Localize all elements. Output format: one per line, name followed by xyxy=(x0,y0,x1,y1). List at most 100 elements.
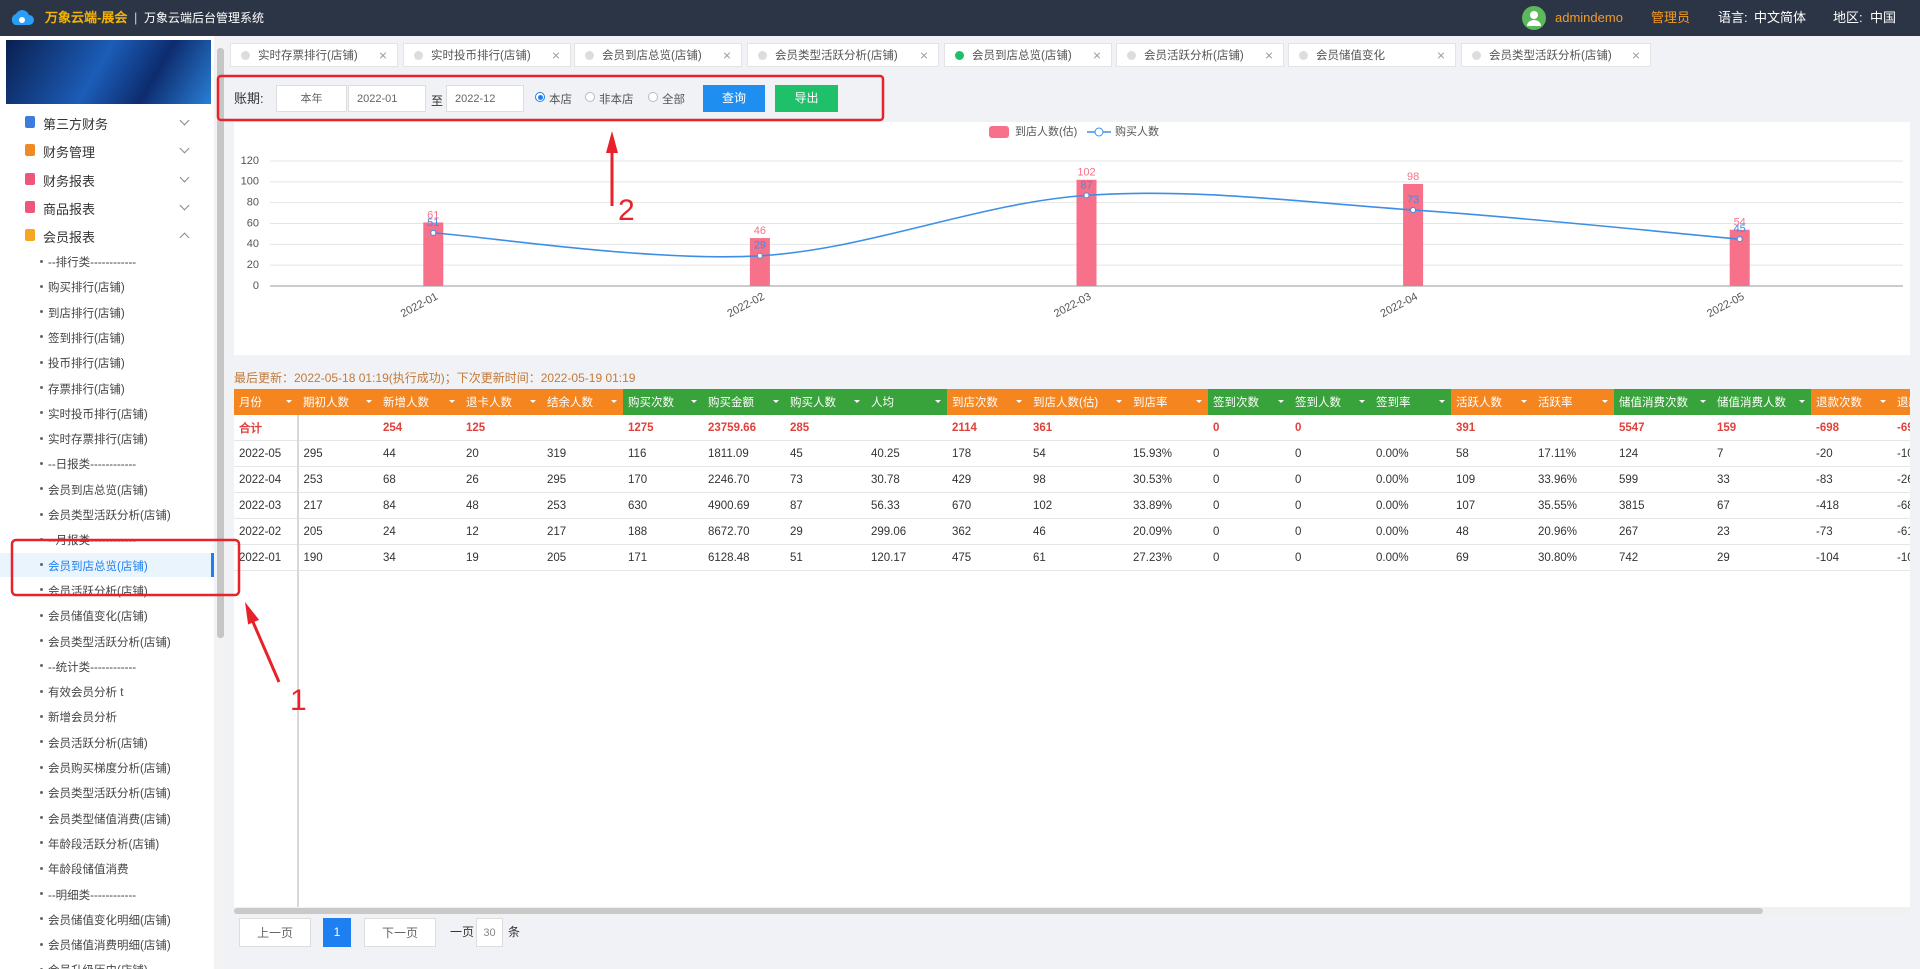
menu-item[interactable]: 投币排行(店铺) xyxy=(48,358,125,371)
menu-item[interactable]: 会员升级历史(店铺) xyxy=(48,962,148,969)
column-header[interactable]: 购买次数 xyxy=(623,389,703,415)
role[interactable]: 管理员 xyxy=(1651,10,1691,25)
tab-label[interactable]: 会员类型活跃分析(店铺) xyxy=(775,50,898,62)
tab-label[interactable]: 会员活跃分析(店铺) xyxy=(1144,50,1244,62)
per-page-input[interactable]: 30 xyxy=(476,918,503,947)
chevron[interactable] xyxy=(179,172,190,183)
menu-group[interactable]: 会员报表 xyxy=(43,230,96,246)
menu-item[interactable]: --排行类------------ xyxy=(48,257,137,269)
end-date[interactable]: 2022-12 xyxy=(446,85,524,112)
chevron[interactable] xyxy=(179,143,190,154)
column-header[interactable]: 购买金额 xyxy=(703,389,785,415)
menu-item[interactable]: 会员活跃分析(店铺) xyxy=(48,737,148,750)
period-select[interactable]: 本年 xyxy=(276,85,347,112)
radio-label[interactable]: 非本店 xyxy=(599,94,634,106)
tab[interactable]: 实时存票排行(店铺) xyxy=(230,43,398,67)
column-header[interactable]: 人均 xyxy=(866,389,947,415)
column-header[interactable]: 活跃率 xyxy=(1533,389,1614,415)
column-header[interactable]: 签到次数 xyxy=(1208,389,1290,415)
menu-item[interactable]: 会员类型储值消费(店铺) xyxy=(48,813,171,826)
menu-item[interactable]: --月报类------------ xyxy=(48,535,137,548)
current-page[interactable]: 1 xyxy=(323,918,351,947)
column-header[interactable]: 期初人数 xyxy=(298,389,378,415)
tab-label[interactable]: 会员类型活跃分析(店铺) xyxy=(1489,50,1612,62)
menu-item[interactable]: 会员类型活跃分析(店铺) xyxy=(48,510,171,522)
menu-item[interactable]: 会员到店总览(店铺) xyxy=(48,560,148,573)
tab-label[interactable]: 会员到店总览(店铺) xyxy=(972,50,1072,62)
menu-item[interactable]: 会员储值变化明细(店铺) xyxy=(48,914,171,927)
radio-label[interactable]: 本店 xyxy=(549,94,572,106)
column-header[interactable]: 签到率 xyxy=(1371,389,1451,415)
column-header[interactable]: 结余人数 xyxy=(542,389,623,415)
tab[interactable]: 实时投币排行(店铺) xyxy=(403,43,571,67)
chevron[interactable] xyxy=(179,115,190,126)
column-header[interactable]: 储值消费次数 xyxy=(1614,389,1712,415)
column-header[interactable]: 储值消费人数 xyxy=(1712,389,1811,415)
start-date[interactable]: 2022-01 xyxy=(348,85,426,112)
tab[interactable]: 会员类型活跃分析(店铺) xyxy=(747,43,939,67)
tab[interactable]: 会员活跃分析(店铺) xyxy=(1116,43,1284,67)
menu-item[interactable]: 会员类型活跃分析(店铺) xyxy=(48,788,171,801)
menu-group[interactable]: 商品报表 xyxy=(43,201,96,217)
query-button[interactable]: 查询 xyxy=(703,85,765,112)
menu-item[interactable]: 会员到店总览(店铺) xyxy=(48,484,148,497)
column-header[interactable]: 活跃人数 xyxy=(1451,389,1533,415)
menu-item[interactable]: 实时投币排行(店铺) xyxy=(48,408,148,421)
menu-item[interactable]: 有效会员分析 t xyxy=(48,687,124,700)
column-header[interactable]: 到店人数(估) xyxy=(1028,389,1128,415)
menu-item[interactable]: 会员类型活跃分析(店铺) xyxy=(48,636,171,649)
menu-item[interactable]: 签到排行(店铺) xyxy=(48,332,125,345)
radio-label[interactable]: 全部 xyxy=(662,94,685,106)
tab-dot xyxy=(1472,51,1481,60)
menu-item[interactable]: 到店排行(店铺) xyxy=(48,307,125,320)
tab-label[interactable]: 会员到店总览(店铺) xyxy=(602,50,702,62)
language[interactable]: 中文简体 xyxy=(1754,10,1807,25)
column-header[interactable]: 签到人数 xyxy=(1290,389,1371,415)
menu-group[interactable]: 财务管理 xyxy=(43,145,96,161)
column-header[interactable]: 购买人数 xyxy=(785,389,866,415)
tab-label[interactable]: 实时存票排行(店铺) xyxy=(258,50,358,62)
table-cell: 0.00% xyxy=(1371,466,1451,493)
column-header[interactable]: 到店率 xyxy=(1128,389,1208,415)
chevron[interactable] xyxy=(179,200,190,211)
column-header[interactable]: 退款次数 xyxy=(1811,389,1892,415)
tab-dot xyxy=(585,51,594,60)
column-header[interactable]: 月份 xyxy=(234,389,298,415)
menu-item[interactable]: 购买排行(店铺) xyxy=(48,282,125,295)
menu-item[interactable]: 会员储值消费明细(店铺) xyxy=(48,940,171,953)
table-cell: 599 xyxy=(1614,466,1712,493)
column-header[interactable]: 退卡人数 xyxy=(461,389,542,415)
menu-item[interactable]: 年龄段储值消费 xyxy=(48,864,129,877)
column-header[interactable]: 到店次数 xyxy=(947,389,1028,415)
user-name[interactable]: admindemo xyxy=(1555,10,1623,25)
radio[interactable] xyxy=(585,92,595,102)
menu-item[interactable]: 会员活跃分析(店铺) xyxy=(48,585,148,598)
column-header[interactable]: 退款 xyxy=(1892,389,1910,415)
menu-item[interactable]: 年龄段活跃分析(店铺) xyxy=(48,838,160,851)
menu-item[interactable]: 存票排行(店铺) xyxy=(48,383,125,396)
menu-item[interactable]: 会员购买梯度分析(店铺) xyxy=(48,763,171,775)
tab-label[interactable]: 会员储值变化 xyxy=(1316,50,1385,62)
tab[interactable]: 会员到店总览(店铺) xyxy=(944,43,1112,67)
menu-item[interactable]: --日报类------------ xyxy=(48,459,137,472)
export-button[interactable]: 导出 xyxy=(775,85,838,112)
table-scroll-thumb[interactable] xyxy=(234,908,1763,914)
menu-item[interactable]: 会员储值变化(店铺) xyxy=(48,611,148,624)
tab[interactable]: 会员到店总览(店铺) xyxy=(574,43,742,67)
menu-item[interactable]: --明细类------------ xyxy=(48,889,137,902)
prev-page[interactable]: 上一页 xyxy=(239,918,311,947)
chevron[interactable] xyxy=(179,232,190,243)
menu-item[interactable]: --统计类------------ xyxy=(48,661,137,674)
menu-group[interactable]: 财务报表 xyxy=(43,173,96,189)
tab-label[interactable]: 实时投币排行(店铺) xyxy=(431,50,531,62)
menu-item[interactable]: 实时存票排行(店铺) xyxy=(48,434,148,447)
region[interactable]: 中国 xyxy=(1870,10,1897,25)
column-header[interactable]: 新增人数 xyxy=(378,389,461,415)
radio[interactable] xyxy=(648,92,658,102)
menu-group[interactable]: 第三方财务 xyxy=(43,117,109,132)
tab[interactable]: 会员储值变化 xyxy=(1288,43,1456,67)
next-page[interactable]: 下一页 xyxy=(364,918,436,947)
sidebar-scroll-thumb[interactable] xyxy=(217,48,224,638)
tab[interactable]: 会员类型活跃分析(店铺) xyxy=(1461,43,1651,67)
menu-item[interactable]: 新增会员分析 xyxy=(48,712,117,725)
